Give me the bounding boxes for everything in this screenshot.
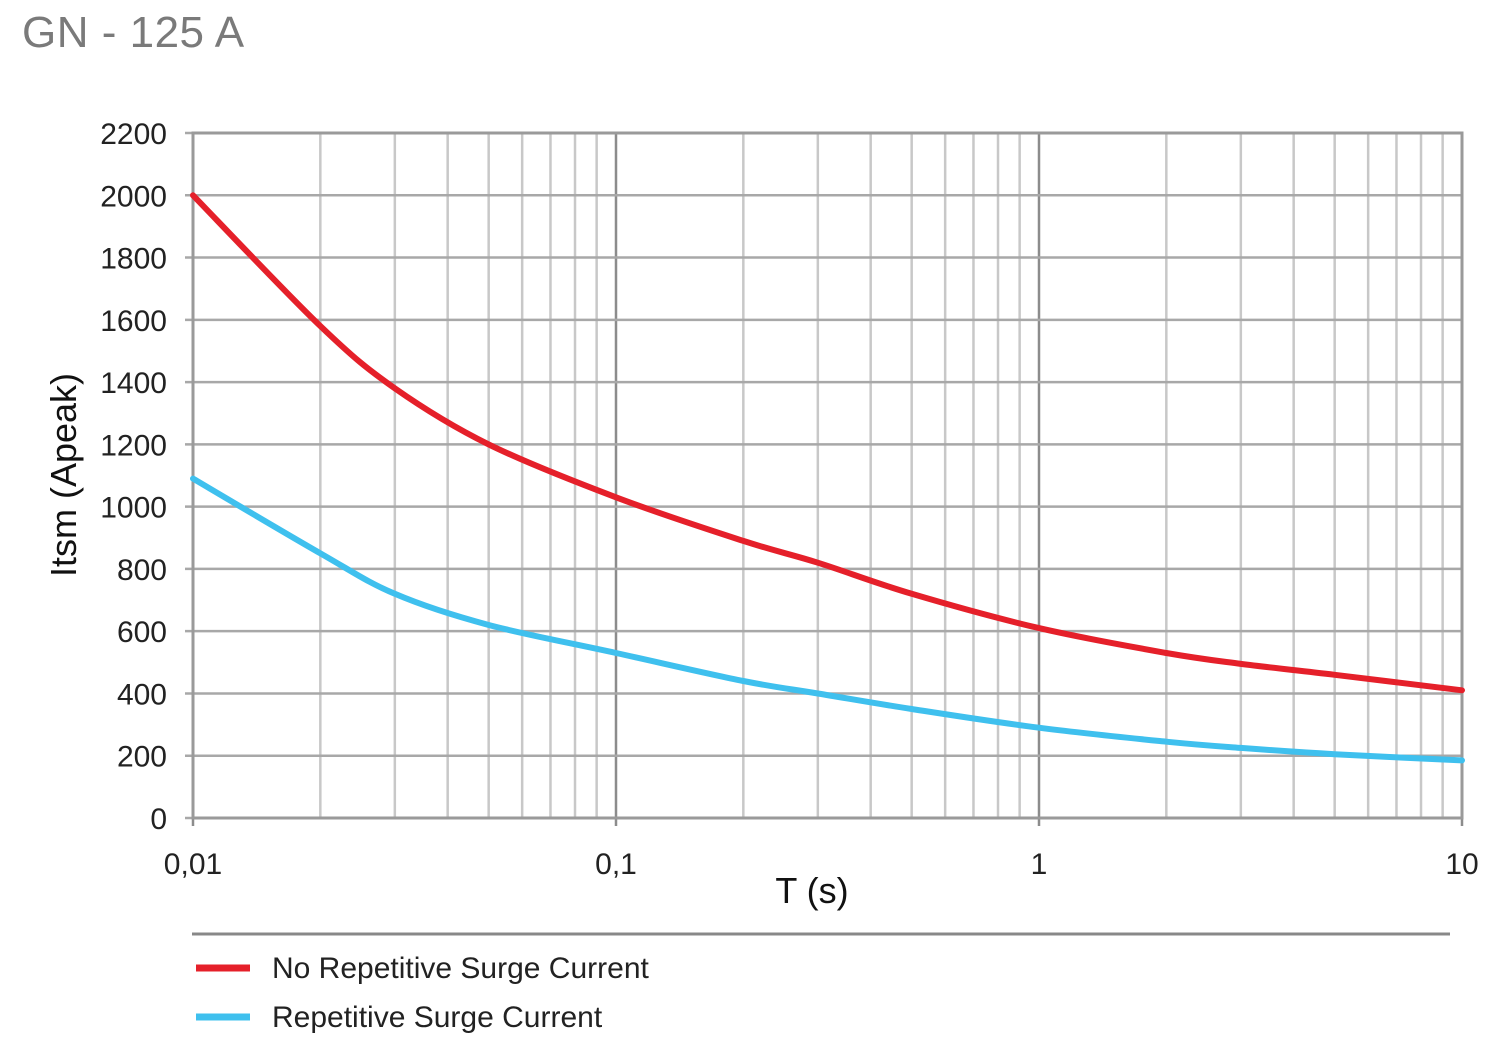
- y-tick-label: 1200: [100, 429, 167, 462]
- y-tick-label: 2200: [100, 118, 167, 151]
- y-tick-label: 800: [117, 554, 167, 587]
- y-tick-label: 2000: [100, 180, 167, 213]
- y-tick-label: 600: [117, 616, 167, 649]
- series-line-repetitive: [190, 475, 1465, 764]
- y-tick-label: 1600: [100, 305, 167, 338]
- y-tick-label: 1400: [100, 367, 167, 400]
- x-tick-label: 1: [1031, 848, 1048, 881]
- legend-label: No Repetitive Surge Current: [272, 952, 650, 985]
- y-tick-label: 400: [117, 678, 167, 711]
- legend: No Repetitive Surge Current Repetitive Su…: [196, 952, 650, 1034]
- x-tick-labels: 0,01 0,1 1 10: [164, 848, 1479, 881]
- y-axis-label: Itsm (Apeak): [43, 373, 84, 577]
- x-tick-label: 0,1: [595, 848, 637, 881]
- y-tick-label: 0: [150, 803, 167, 836]
- y-tick-label: 1800: [100, 243, 167, 276]
- y-tick-label: 200: [117, 741, 167, 774]
- grid-minor: [319, 133, 1444, 818]
- plot-frame: [191, 131, 1464, 820]
- series-line-no-repetitive: [190, 192, 1465, 694]
- legend-label: Repetitive Surge Current: [272, 1001, 603, 1034]
- x-tick-label: 0,01: [164, 848, 222, 881]
- y-tick-labels: 0 200 400 600 800 1000 1200 1400 1600 1800 2000 220…: [100, 118, 167, 836]
- series-layer: [190, 192, 1465, 764]
- x-axis-label: T (s): [775, 870, 848, 911]
- grid-major: [185, 131, 1464, 826]
- chart-title: GN - 125 A: [22, 8, 245, 57]
- y-tick-label: 1000: [100, 492, 167, 525]
- x-tick-label: 10: [1445, 848, 1478, 881]
